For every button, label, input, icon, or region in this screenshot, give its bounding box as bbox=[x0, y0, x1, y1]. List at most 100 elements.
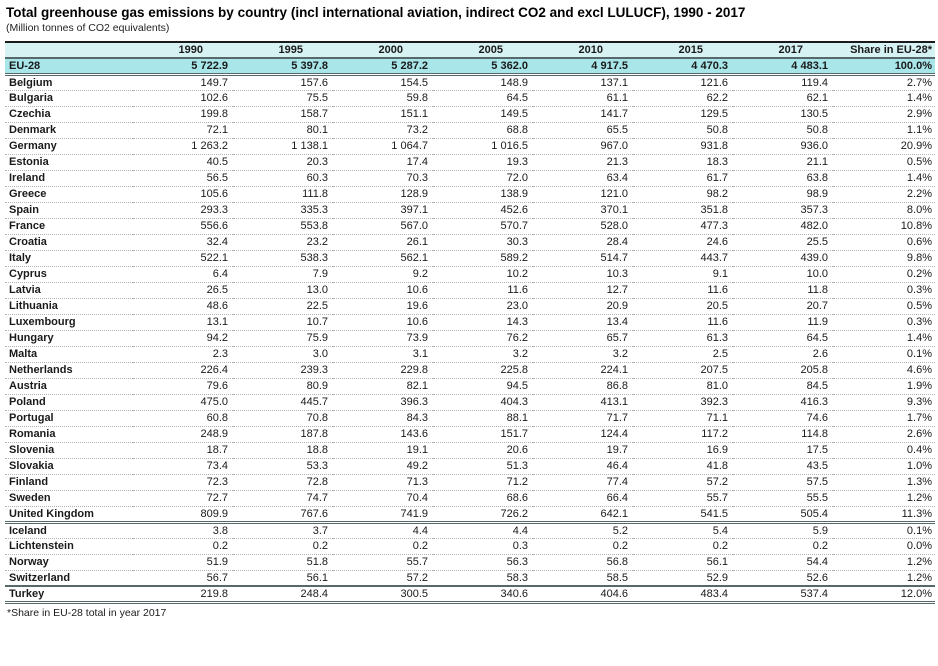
country-name: Romania bbox=[9, 428, 56, 440]
value-cell-2015: 56.1 bbox=[706, 556, 728, 568]
row-norway: Norway 51.9 51.8 55.7 56.3 56.8 56.1 54.4 1.2% bbox=[5, 554, 935, 570]
country-name: Malta bbox=[9, 348, 38, 360]
row-poland: Poland 475.0 445.7 396.3 404.3 413.1 392.3 416.… bbox=[5, 394, 935, 410]
value-cell-2015: 81.0 bbox=[706, 380, 728, 392]
value-cell-2005: 10.2 bbox=[506, 268, 528, 280]
share-cell: 9.8% bbox=[906, 252, 932, 264]
value-cell-2005: 225.8 bbox=[500, 364, 528, 376]
value-cell-1995: 75.9 bbox=[306, 332, 328, 344]
value-cell-1995: 13.0 bbox=[306, 284, 328, 296]
value-cell-2017: 114.8 bbox=[801, 428, 828, 440]
row-france: France 556.6 553.8 567.0 570.7 528.0 477.3 482.… bbox=[5, 218, 935, 234]
country-name: Lithuania bbox=[9, 300, 58, 312]
value-cell-1990: 2.3 bbox=[212, 348, 228, 360]
value-cell-1995: 3.7 bbox=[312, 524, 328, 537]
country-name: Finland bbox=[9, 476, 49, 488]
value-cell-2005: 5 362.0 bbox=[491, 59, 528, 72]
value-cell-2015: 24.6 bbox=[706, 236, 728, 248]
row-belgium: Belgium 149.7 157.6 154.5 148.9 137.1 121.6 119… bbox=[5, 74, 935, 90]
value-cell-1990: 72.3 bbox=[206, 476, 228, 488]
column-header-2005: 2005 bbox=[478, 44, 503, 56]
value-cell-1990: 13.1 bbox=[206, 316, 228, 328]
value-cell-1995: 22.5 bbox=[306, 300, 328, 312]
country-name: Estonia bbox=[9, 156, 49, 168]
value-cell-2005: 138.9 bbox=[500, 188, 528, 200]
share-cell: 1.1% bbox=[906, 124, 932, 136]
value-cell-2005: 19.3 bbox=[506, 156, 528, 168]
value-cell-2005: 14.3 bbox=[506, 316, 528, 328]
row-malta: Malta 2.3 3.0 3.1 3.2 3.2 2.5 2.6 0.1% bbox=[5, 346, 935, 362]
value-cell-2015: 18.3 bbox=[706, 156, 728, 168]
country-name: United Kingdom bbox=[9, 507, 94, 520]
value-cell-2000: 1 064.7 bbox=[391, 140, 428, 152]
value-cell-2000: 19.6 bbox=[406, 300, 428, 312]
value-cell-1995: 60.3 bbox=[306, 172, 328, 184]
value-cell-1995: 80.9 bbox=[306, 380, 328, 392]
value-cell-2010: 967.0 bbox=[600, 140, 628, 152]
value-cell-2000: 143.6 bbox=[400, 428, 428, 440]
value-cell-1995: 10.7 bbox=[306, 316, 328, 328]
value-cell-2015: 61.7 bbox=[706, 172, 728, 184]
share-cell: 4.6% bbox=[906, 364, 932, 376]
value-cell-2010: 370.1 bbox=[600, 204, 628, 216]
share-cell: 0.2% bbox=[906, 268, 932, 280]
value-cell-1995: 157.6 bbox=[300, 76, 328, 89]
row-iceland: Iceland 3.8 3.7 4.4 4.4 5.2 5.4 5.9 0.1% bbox=[5, 522, 935, 538]
value-cell-2010: 3.2 bbox=[612, 348, 628, 360]
value-cell-2015: 11.6 bbox=[707, 284, 728, 296]
share-cell: 0.5% bbox=[906, 300, 932, 312]
value-cell-2010: 77.4 bbox=[606, 476, 628, 488]
value-cell-1995: 75.5 bbox=[306, 92, 328, 104]
value-cell-1995: 70.8 bbox=[306, 412, 328, 424]
value-cell-2017: 11.9 bbox=[807, 316, 828, 328]
value-cell-2017: 10.0 bbox=[806, 268, 828, 280]
value-cell-1990: 72.1 bbox=[206, 124, 228, 136]
value-cell-2010: 5.2 bbox=[612, 524, 628, 537]
value-cell-2000: 57.2 bbox=[406, 571, 428, 584]
value-cell-2010: 4 917.5 bbox=[591, 59, 628, 72]
share-cell: 0.1% bbox=[906, 348, 932, 360]
value-cell-1990: 26.5 bbox=[206, 284, 228, 296]
value-cell-2010: 12.7 bbox=[606, 284, 628, 296]
row-lichtenstein: Lichtenstein 0.2 0.2 0.2 0.3 0.2 0.2 0.2 0.0% bbox=[5, 538, 935, 554]
row-slovakia: Slovakia 73.4 53.3 49.2 51.3 46.4 41.8 43.5 1.0% bbox=[5, 458, 935, 474]
value-cell-1990: 102.6 bbox=[200, 92, 228, 104]
table-body: EU-28 5 722.9 5 397.8 5 287.2 5 362.0 4 917.5… bbox=[5, 58, 935, 602]
share-cell: 1.7% bbox=[906, 412, 932, 424]
value-cell-2010: 56.8 bbox=[606, 556, 628, 568]
row-denmark: Denmark 72.1 80.1 73.2 68.8 65.5 50.8 50.8 1.1% bbox=[5, 122, 935, 138]
country-name: Italy bbox=[9, 252, 32, 264]
country-name: France bbox=[9, 220, 46, 232]
value-cell-1995: 23.2 bbox=[306, 236, 328, 248]
value-cell-2015: 71.1 bbox=[706, 412, 728, 424]
share-cell: 2.9% bbox=[906, 108, 932, 120]
value-cell-1990: 79.6 bbox=[206, 380, 228, 392]
row-netherlands: Netherlands 226.4 239.3 229.8 225.8 224.1 207.… bbox=[5, 362, 935, 378]
country-name: Switzerland bbox=[9, 571, 71, 584]
value-cell-2015: 392.3 bbox=[700, 396, 728, 408]
value-cell-2010: 642.1 bbox=[600, 507, 628, 520]
value-cell-2005: 30.3 bbox=[506, 236, 528, 248]
value-cell-1995: 53.3 bbox=[306, 460, 328, 472]
value-cell-2000: 70.3 bbox=[406, 172, 428, 184]
share-cell: 1.2% bbox=[906, 571, 932, 584]
value-cell-2000: 84.3 bbox=[406, 412, 428, 424]
value-cell-2015: 541.5 bbox=[700, 507, 728, 520]
share-cell: 2.6% bbox=[906, 428, 932, 440]
value-cell-2005: 340.6 bbox=[500, 587, 528, 600]
value-cell-1990: 56.7 bbox=[206, 571, 228, 584]
value-cell-2017: 62.1 bbox=[806, 92, 828, 104]
value-cell-2005: 20.6 bbox=[506, 444, 528, 456]
value-cell-2017: 57.5 bbox=[806, 476, 828, 488]
value-cell-2000: 19.1 bbox=[406, 444, 428, 456]
value-cell-2000: 10.6 bbox=[406, 316, 428, 328]
country-name: EU-28 bbox=[9, 59, 41, 72]
share-cell: 100.0% bbox=[894, 59, 932, 72]
value-cell-1995: 51.8 bbox=[306, 556, 328, 568]
value-cell-1995: 74.7 bbox=[306, 492, 328, 504]
row-bulgaria: Bulgaria 102.6 75.5 59.8 64.5 61.1 62.2 62.1 1.4… bbox=[5, 90, 935, 106]
share-cell: 1.0% bbox=[906, 460, 932, 472]
column-header-2010: 2010 bbox=[578, 44, 603, 56]
value-cell-2005: 726.2 bbox=[500, 507, 528, 520]
value-cell-1995: 5 397.8 bbox=[291, 59, 328, 72]
